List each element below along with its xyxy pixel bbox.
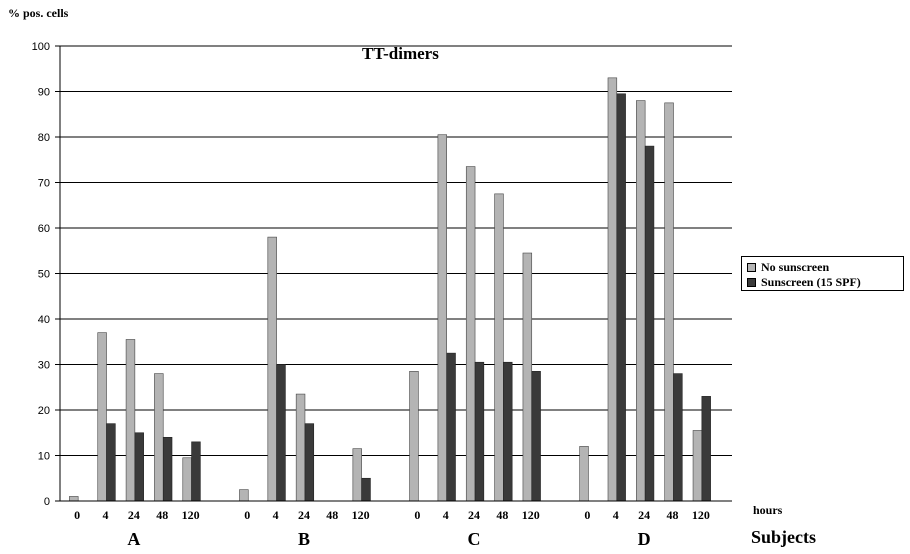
x-axis-ticks: 0 4 24 48 120 A 0 4 24 48 120 B 0 4 24 48 120 C 0 4 24 48 120 D [74, 508, 710, 549]
x-tick-label: 48 [496, 508, 508, 522]
bar-no-sunscreen [267, 236, 277, 502]
y-tick-label: 50 [38, 269, 50, 281]
group-label: B [298, 529, 310, 549]
y-tick-label: 30 [38, 360, 50, 372]
x-tick-label: 120 [692, 508, 710, 522]
x-tick-label: 48 [666, 508, 678, 522]
y-tick-label: 10 [38, 451, 50, 463]
bar-no-sunscreen [607, 77, 618, 502]
x-tick-label: 4 [273, 508, 279, 522]
legend-label-sunscreen: Sunscreen (15 SPF) [761, 274, 861, 289]
bar-no-sunscreen [437, 134, 447, 502]
x-tick-label: 24 [468, 508, 480, 522]
bar-no-sunscreen [182, 457, 192, 502]
x-axis-title: Subjects [751, 527, 817, 547]
x-tick-label: 4 [103, 508, 109, 522]
y-tick-label: 100 [32, 41, 50, 53]
group-label: C [468, 529, 481, 549]
bar-no-sunscreen [97, 332, 107, 502]
bar-no-sunscreen [636, 100, 646, 502]
y-tick-label: 70 [38, 178, 50, 190]
x-tick-label: 48 [326, 508, 338, 522]
x-tick-label: 0 [414, 508, 420, 522]
legend-item-no-sunscreen: No sunscreen [747, 260, 903, 274]
bar-no-sunscreen [465, 166, 476, 502]
y-tick-label: 40 [38, 314, 50, 326]
bar-no-sunscreen [579, 446, 589, 502]
bar-no-sunscreen [295, 393, 306, 502]
bar-no-sunscreen [69, 496, 79, 502]
y-tick-label: 0 [44, 496, 50, 508]
bar-no-sunscreen [154, 373, 164, 502]
bar-sunscreen [446, 352, 456, 502]
bar-sunscreen [361, 477, 371, 502]
bar-sunscreen [474, 361, 485, 502]
x-tick-label: 0 [244, 508, 250, 522]
bar-sunscreen [134, 432, 144, 502]
bar-sunscreen [644, 145, 655, 502]
legend-swatch-sunscreen [747, 277, 756, 287]
y-tick-label: 60 [38, 223, 50, 235]
legend-swatch-no-sunscreen [747, 262, 756, 272]
axes [55, 45, 732, 502]
bar-sunscreen [162, 436, 173, 502]
bar-no-sunscreen [125, 339, 136, 502]
group-label: D [638, 529, 651, 549]
y-axis-ticks: 0 10 20 30 40 50 60 70 80 90 100 [32, 41, 50, 508]
x-tick-label: 0 [584, 508, 590, 522]
bar-sunscreen [531, 371, 541, 502]
x-tick-label: 120 [182, 508, 200, 522]
bar-sunscreen [503, 361, 513, 502]
bar-no-sunscreen [352, 448, 362, 502]
x-tick-label: 48 [156, 508, 168, 522]
bar-no-sunscreen [239, 489, 249, 502]
chart-title: TT-dimers [362, 44, 439, 63]
bar-no-sunscreen [664, 102, 674, 502]
legend-label-no-sunscreen: No sunscreen [761, 259, 830, 274]
x-tick-label: 4 [613, 508, 619, 522]
x-tick-label: 120 [522, 508, 540, 522]
group-label: A [127, 529, 140, 549]
bars [69, 77, 711, 502]
x-tick-label: 24 [638, 508, 650, 522]
y-tick-label: 90 [38, 87, 50, 99]
bar-sunscreen [304, 423, 315, 502]
bar-sunscreen [616, 93, 626, 502]
bar-no-sunscreen [522, 252, 533, 502]
x-tick-label: 24 [128, 508, 140, 522]
x-tick-label: 4 [443, 508, 449, 522]
y-axis-label: % pos. cells [8, 6, 69, 20]
x-tick-label: 120 [352, 508, 370, 522]
x-tick-label: 0 [74, 508, 80, 522]
bar-no-sunscreen [409, 371, 419, 502]
legend-item-sunscreen: Sunscreen (15 SPF) [747, 275, 903, 289]
legend: No sunscreen Sunscreen (15 SPF) [741, 256, 904, 291]
bar-sunscreen [276, 364, 286, 502]
x-axis-hours-label: hours [753, 503, 783, 517]
gridlines [60, 45, 732, 456]
bar-sunscreen [673, 373, 683, 502]
x-tick-label: 24 [298, 508, 310, 522]
bar-sunscreen [106, 423, 116, 502]
bar-sunscreen [191, 441, 201, 502]
y-tick-label: 80 [38, 132, 50, 144]
bar-no-sunscreen [494, 193, 504, 502]
y-tick-label: 20 [38, 405, 50, 417]
bar-no-sunscreen [692, 430, 703, 502]
bar-sunscreen [701, 396, 711, 502]
